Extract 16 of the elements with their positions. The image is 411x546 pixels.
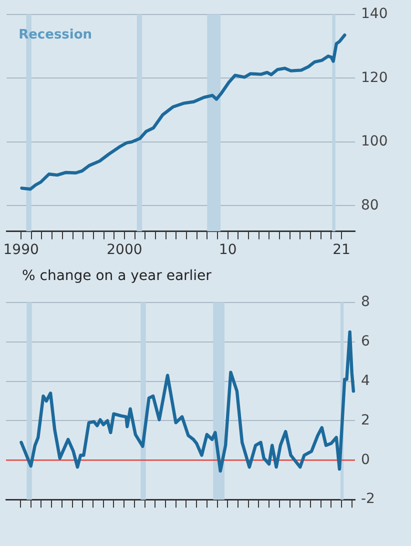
y-tick-label: 6 — [361, 333, 370, 350]
x-tick-label: 1990 — [3, 242, 39, 258]
y-tick-label: -2 — [361, 491, 375, 508]
y-tick-label: 2 — [361, 412, 370, 428]
chart-title: % change on a year earlier — [21, 267, 212, 286]
y-tick-label: 4 — [361, 372, 370, 389]
y-tick-label: 8 — [361, 294, 370, 310]
y-tick-label: 0 — [361, 452, 370, 468]
y-tick-label: 100 — [361, 134, 388, 150]
x-tick-label: 21 — [332, 242, 350, 258]
x-tick-label: 10 — [218, 242, 237, 258]
annotation: Recession — [18, 27, 92, 42]
y-tick-label: 120 — [361, 70, 388, 86]
y-tick-label: 80 — [361, 197, 379, 214]
x-tick-label: 2000 — [106, 242, 142, 258]
y-tick-label: 140 — [361, 6, 388, 22]
